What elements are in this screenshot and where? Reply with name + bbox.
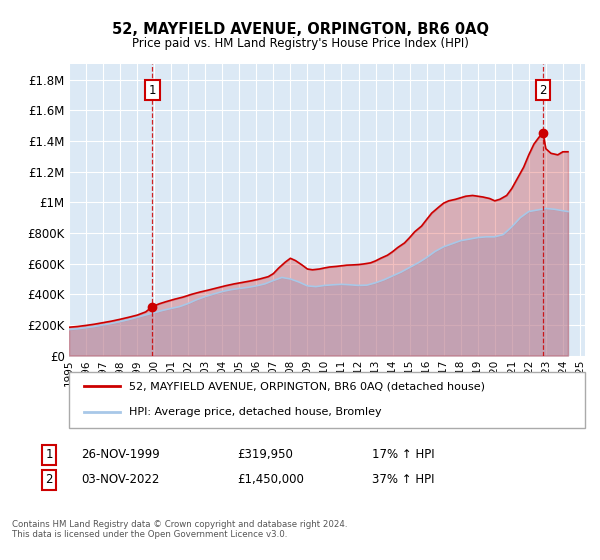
Text: £319,950: £319,950: [237, 448, 293, 461]
Text: 37% ↑ HPI: 37% ↑ HPI: [372, 473, 434, 487]
Text: Price paid vs. HM Land Registry's House Price Index (HPI): Price paid vs. HM Land Registry's House …: [131, 37, 469, 50]
Text: £1,450,000: £1,450,000: [237, 473, 304, 487]
Text: 2: 2: [539, 84, 547, 97]
Text: 26-NOV-1999: 26-NOV-1999: [81, 448, 160, 461]
Text: This data is licensed under the Open Government Licence v3.0.: This data is licensed under the Open Gov…: [12, 530, 287, 539]
Text: 2: 2: [46, 473, 53, 487]
Text: 52, MAYFIELD AVENUE, ORPINGTON, BR6 0AQ: 52, MAYFIELD AVENUE, ORPINGTON, BR6 0AQ: [112, 22, 488, 38]
Text: 03-NOV-2022: 03-NOV-2022: [81, 473, 160, 487]
Text: Contains HM Land Registry data © Crown copyright and database right 2024.: Contains HM Land Registry data © Crown c…: [12, 520, 347, 529]
Text: 1: 1: [46, 448, 53, 461]
Text: 17% ↑ HPI: 17% ↑ HPI: [372, 448, 434, 461]
Text: HPI: Average price, detached house, Bromley: HPI: Average price, detached house, Brom…: [129, 407, 382, 417]
Text: 52, MAYFIELD AVENUE, ORPINGTON, BR6 0AQ (detached house): 52, MAYFIELD AVENUE, ORPINGTON, BR6 0AQ …: [129, 381, 485, 391]
Text: 1: 1: [149, 84, 156, 97]
